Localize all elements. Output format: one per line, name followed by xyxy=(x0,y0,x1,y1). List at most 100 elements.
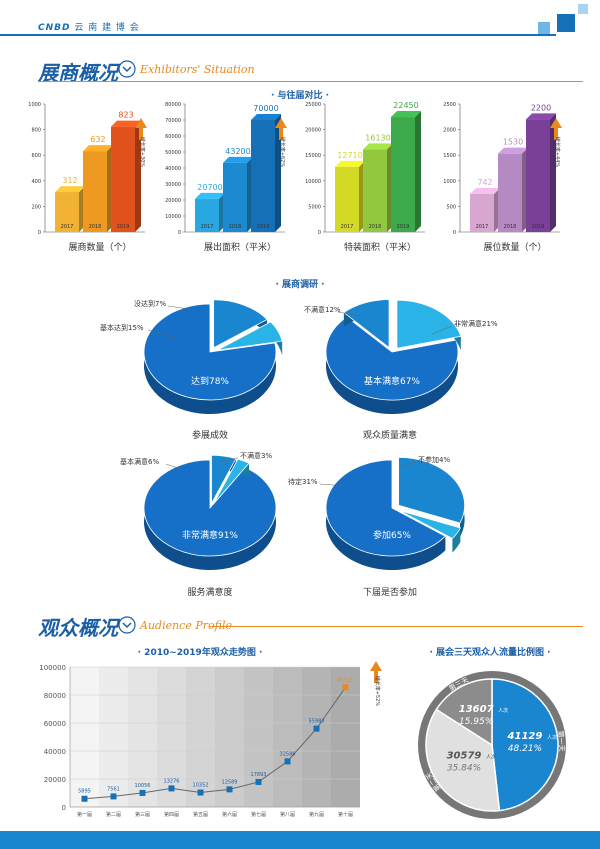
x-tick-label: 第十届 xyxy=(338,811,353,818)
y-tick-label: 400 xyxy=(31,179,41,185)
bar-category-label: 2018 xyxy=(229,224,242,230)
x-tick-label: 第四届 xyxy=(164,811,179,818)
pie-slice-label: 待定31% xyxy=(288,477,318,486)
data-label: 10056 xyxy=(135,783,151,789)
y-tick-label: 30000 xyxy=(165,182,181,188)
bar-top xyxy=(335,160,365,167)
y-tick-label: 0 xyxy=(62,804,66,812)
y-tick-label: 1000 xyxy=(28,102,41,108)
growth-label: 增长率+52% xyxy=(374,676,381,707)
y-tick-label: 40000 xyxy=(165,166,181,172)
pie-slice-label: 非常满意91% xyxy=(182,529,238,541)
leader-line xyxy=(167,305,197,311)
slice-count: 13607 xyxy=(459,704,494,715)
pie-slice-top xyxy=(343,299,390,349)
header-deco-square xyxy=(578,4,588,14)
plot-column xyxy=(157,667,186,807)
x-tick-label: 第五届 xyxy=(193,811,208,818)
bar-chart: 0 10000 20000 30000 40000 50000 60000 70000 8000… xyxy=(165,102,287,236)
x-tick-label: 第七届 xyxy=(251,811,266,818)
bar-value-label: 823 xyxy=(118,111,133,120)
bar-top xyxy=(363,143,393,150)
data-point xyxy=(197,789,204,796)
y-tick-label: 20000 xyxy=(44,776,66,784)
slice-count: 41129 xyxy=(507,731,543,742)
pie-slice-label: 基本满意6% xyxy=(120,457,159,466)
leader-line xyxy=(399,461,417,467)
pie-slice-top xyxy=(396,299,462,349)
pie-caption: 下届是否参加 xyxy=(362,588,417,598)
bar-top xyxy=(223,156,253,163)
bar-charts-row: 0 200 400 600 800 1000 312 2017 632 2018 823 2019 增长… xyxy=(28,101,562,236)
leader-line xyxy=(319,483,347,487)
leader-line xyxy=(431,325,453,335)
y-tick-label: 20000 xyxy=(165,198,181,204)
bar-chart: 0 5000 10000 15000 20000 25000 12710 2017 16130 2… xyxy=(305,101,425,236)
bar-value-label: 70000 xyxy=(253,104,278,113)
bar-value-label: 20700 xyxy=(197,183,222,192)
bar-category-label: 2018 xyxy=(89,224,102,230)
y-tick-label: 40000 xyxy=(44,748,66,756)
series-line xyxy=(84,686,346,800)
slice-unit: 人次 xyxy=(498,707,508,714)
bar xyxy=(55,192,79,232)
pie-slice-top xyxy=(143,303,277,401)
slice-pct: 15.95% xyxy=(459,717,493,727)
bar xyxy=(335,166,359,232)
pie-slice-top xyxy=(325,459,447,557)
data-label: 85515 xyxy=(338,677,354,683)
data-label: 55983 xyxy=(309,719,325,725)
growth-arrow-icon xyxy=(370,661,382,683)
pie-slice-top xyxy=(143,459,277,557)
bar xyxy=(498,153,522,232)
brand-code: CNBD xyxy=(38,23,71,33)
pie-slice xyxy=(425,708,501,812)
bar-top xyxy=(470,188,500,195)
bar-top xyxy=(55,186,85,193)
plot-column xyxy=(70,667,99,807)
leader-line xyxy=(165,463,185,471)
survey-pies: 达到78% 基本达到15% 没达到7% 基本满意67% 不满意12% 非常满意21% 非常满… xyxy=(100,299,498,570)
pie-slice-label: 不满意12% xyxy=(304,305,341,314)
slice-unit: 人次 xyxy=(547,734,557,741)
bar-top xyxy=(83,145,113,152)
data-point xyxy=(255,778,262,785)
y-tick-label: 80000 xyxy=(165,102,181,108)
pie-caption: 参展成效 xyxy=(191,431,228,441)
y-tick-label: 1000 xyxy=(443,179,456,185)
bar-caption: 展商数量（个） xyxy=(68,243,132,253)
data-label: 13276 xyxy=(164,778,180,784)
pie-slice-top xyxy=(213,458,250,504)
y-tick-label: 60000 xyxy=(165,134,181,140)
line-chart: 0 20000 40000 60000 80000 100000 5895 第一届 7561 第二… xyxy=(39,661,382,818)
bar-top xyxy=(498,147,528,154)
data-label: 17893 xyxy=(251,772,267,778)
y-tick-label: 200 xyxy=(31,204,41,210)
header-rule xyxy=(0,34,556,36)
pie-caption: 服务满意度 xyxy=(187,588,233,598)
pie-slice xyxy=(491,678,559,812)
leader-line xyxy=(147,329,179,339)
bar-top xyxy=(251,114,281,120)
data-point xyxy=(81,795,88,802)
pie-caption: 观众质量满意 xyxy=(362,431,417,441)
pie-slice-top xyxy=(398,509,461,540)
plot-column xyxy=(244,667,273,807)
pie-slice xyxy=(435,678,493,747)
header-deco-square xyxy=(538,22,550,34)
bar-category-label: 2017 xyxy=(201,224,214,230)
pie-slice-label: 非常满意21% xyxy=(454,319,498,328)
pie-slice xyxy=(398,456,465,537)
y-tick-label: 50000 xyxy=(165,150,181,156)
bar-value-label: 22450 xyxy=(393,101,418,110)
bar-category-label: 2019 xyxy=(532,224,545,230)
growth-arrow-icon xyxy=(550,118,562,140)
y-tick-label: 0 xyxy=(178,230,181,236)
bar-chart: 0 500 1000 1500 2000 2500 742 2017 1530 2018 2200 2… xyxy=(443,102,562,236)
bar-side xyxy=(275,114,281,232)
y-tick-label: 10000 xyxy=(165,214,181,220)
pie-slice xyxy=(213,299,268,349)
data-point xyxy=(284,758,291,765)
section-rule xyxy=(38,81,583,82)
